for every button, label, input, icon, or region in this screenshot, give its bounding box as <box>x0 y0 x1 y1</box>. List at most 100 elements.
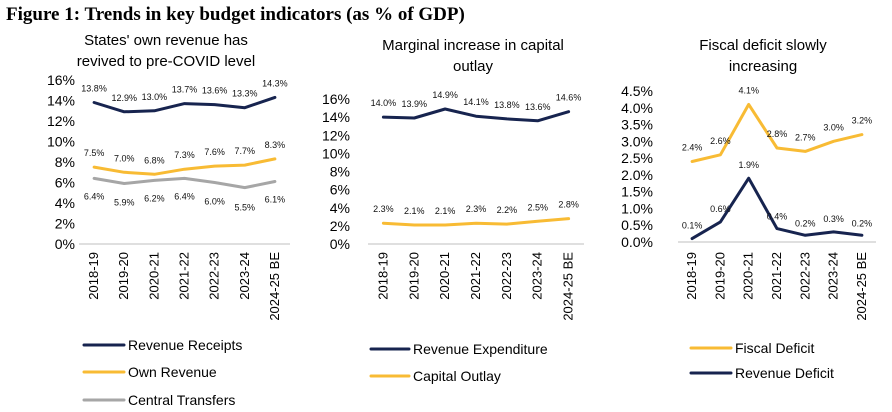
data-label: 0.2% <box>795 218 816 228</box>
y-tick-label: 8% <box>330 164 350 180</box>
legend-label: Revenue Receipts <box>128 337 242 353</box>
y-tick-label: 12% <box>47 113 75 129</box>
data-label: 2.3% <box>373 204 394 214</box>
y-tick-label: 3.0% <box>621 133 653 149</box>
y-tick-label: 4% <box>55 195 75 211</box>
data-label: 6.1% <box>265 194 286 204</box>
y-tick-label: 16% <box>47 72 75 88</box>
y-tick-label: 4.5% <box>621 83 653 99</box>
data-label: 14.6% <box>556 93 582 103</box>
legend-label: Central Transfers <box>128 392 235 408</box>
data-label: 13.3% <box>232 89 258 99</box>
x-tick-label: 2019-20 <box>116 252 131 300</box>
data-label: 7.6% <box>204 147 225 157</box>
x-tick-label: 2018-19 <box>86 252 101 300</box>
y-tick-label: 2% <box>330 218 350 234</box>
data-label: 14.9% <box>432 90 458 100</box>
chart-title-line: Fiscal deficit slowly <box>699 37 827 54</box>
chart-2: Marginal increase in capital outlay 0% 2% 4%… <box>322 37 584 384</box>
y-tick-label: 14% <box>47 93 75 109</box>
data-label: 2.1% <box>404 206 425 216</box>
legend-label: Fiscal Deficit <box>735 340 814 356</box>
x-tick-label: 2020-21 <box>437 252 452 300</box>
y-tick-label: 0.5% <box>621 217 653 233</box>
data-label: 3.0% <box>823 122 844 132</box>
y-tick-label: 1.0% <box>621 200 653 216</box>
y-tick-label: 4% <box>330 200 350 216</box>
x-tick-label: 2020-21 <box>741 252 756 300</box>
y-tick-label: 10% <box>47 134 75 150</box>
data-label: 7.3% <box>174 150 195 160</box>
x-tick-label: 2021-22 <box>468 252 483 300</box>
data-label: 2.8% <box>558 200 579 210</box>
data-label: 13.6% <box>202 86 228 96</box>
data-label: 6.2% <box>144 193 165 203</box>
figure-title: Figure 1: Trends in key budget indicator… <box>6 4 465 25</box>
y-tick-label: 0.0% <box>621 234 653 250</box>
data-label: 3.2% <box>852 116 873 126</box>
y-tick-label: 1.5% <box>621 184 653 200</box>
y-tick-label: 16% <box>322 91 350 107</box>
x-tick-label: 2023-24 <box>237 252 252 300</box>
data-label: 5.5% <box>235 203 256 213</box>
x-tick-label: 2018-19 <box>375 252 390 300</box>
data-label: 2.2% <box>497 205 518 215</box>
y-tick-label: 6% <box>55 175 75 191</box>
data-label: 4.1% <box>738 85 759 95</box>
chart-title-line: revived to pre-COVID level <box>77 53 255 70</box>
series-line-capital-outlay <box>381 217 571 227</box>
data-label: 2.1% <box>435 206 456 216</box>
y-tick-label: 2.0% <box>621 167 653 183</box>
data-label: 12.9% <box>111 93 137 103</box>
data-label: 2.7% <box>795 132 816 142</box>
x-tick-label: 2023-24 <box>826 252 841 300</box>
y-tick-label: 0% <box>55 236 75 252</box>
x-tick-label: 2024-25 BE <box>854 252 869 321</box>
x-tick-label: 2019-20 <box>406 252 421 300</box>
y-tick-label: 3.5% <box>621 117 653 133</box>
legend-label: Own Revenue <box>128 364 217 380</box>
data-label: 0.4% <box>767 212 788 222</box>
y-tick-label: 14% <box>322 109 350 125</box>
data-label: 13.9% <box>402 99 428 109</box>
x-tick-label: 2022-23 <box>797 252 812 300</box>
data-label: 0.1% <box>682 221 703 231</box>
legend-label: Revenue Expenditure <box>413 341 548 357</box>
data-label: 8.3% <box>265 140 286 150</box>
chart-3: Fiscal deficit slowlyincreasing0.0%0.5%1… <box>621 37 876 381</box>
data-label: 6.4% <box>174 191 195 201</box>
y-tick-label: 8% <box>55 154 75 170</box>
x-tick-label: 2022-23 <box>207 252 222 300</box>
legend-label: Capital Outlay <box>413 368 501 384</box>
y-tick-label: 10% <box>322 145 350 161</box>
data-label: 2.8% <box>767 129 788 139</box>
data-label: 6.8% <box>144 155 165 165</box>
data-label: 5.9% <box>114 198 135 208</box>
legend-label: Revenue Deficit <box>735 365 834 381</box>
x-tick-label: 2021-22 <box>177 252 192 300</box>
y-tick-label: 0% <box>330 236 350 252</box>
x-tick-label: 2024-25 BE <box>561 252 576 321</box>
y-tick-label: 2.5% <box>621 150 653 166</box>
data-label: 14.1% <box>463 97 489 107</box>
y-tick-label: 4.0% <box>621 100 653 116</box>
x-tick-label: 2024-25 BE <box>267 252 282 321</box>
data-label: 0.2% <box>852 218 873 228</box>
data-label: 13.6% <box>525 102 551 112</box>
x-tick-label: 2022-23 <box>499 252 514 300</box>
data-label: 13.7% <box>172 85 198 95</box>
data-label: 13.0% <box>142 92 168 102</box>
data-label: 2.3% <box>466 204 487 214</box>
chart-title-line: Marginal increase in capital <box>382 37 564 54</box>
series-line-central-transfers <box>92 176 277 190</box>
data-label: 2.6% <box>710 136 731 146</box>
x-tick-label: 2020-21 <box>146 252 161 300</box>
y-tick-label: 12% <box>322 127 350 143</box>
data-label: 7.7% <box>235 146 256 156</box>
x-tick-label: 2018-19 <box>684 252 699 300</box>
data-label: 13.8% <box>81 84 107 94</box>
data-label: 0.3% <box>823 214 844 224</box>
chart-title-line: outlay <box>453 58 494 75</box>
data-label: 2.5% <box>527 202 548 212</box>
